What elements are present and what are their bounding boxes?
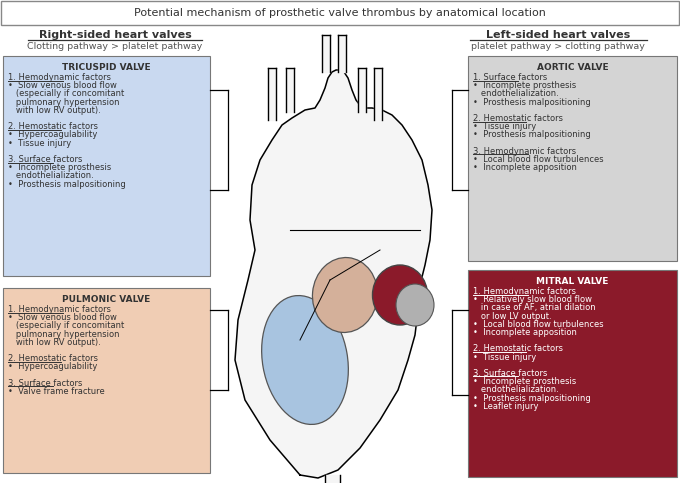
FancyBboxPatch shape <box>3 56 210 276</box>
Text: Right-sided heart valves: Right-sided heart valves <box>39 30 191 40</box>
Text: pulmonary hypertension: pulmonary hypertension <box>8 98 120 107</box>
Text: pulmonary hypertension: pulmonary hypertension <box>8 329 120 339</box>
Text: with low RV output).: with low RV output). <box>8 106 101 115</box>
Text: •  Hypercoagulability: • Hypercoagulability <box>8 362 97 371</box>
Text: endothelialization.: endothelialization. <box>473 89 559 99</box>
Text: AORTIC VALVE: AORTIC VALVE <box>537 63 609 72</box>
Text: Left-sided heart valves: Left-sided heart valves <box>486 30 630 40</box>
Text: TRICUSPID VALVE: TRICUSPID VALVE <box>62 63 151 72</box>
Text: •  Prosthesis malpositioning: • Prosthesis malpositioning <box>8 180 126 188</box>
Text: •  Hypercoagulability: • Hypercoagulability <box>8 130 97 140</box>
Text: Clotting pathway > platelet pathway: Clotting pathway > platelet pathway <box>27 42 203 51</box>
Text: 2. Hemostatic factors: 2. Hemostatic factors <box>8 354 98 363</box>
Text: •  Slow venous blood flow: • Slow venous blood flow <box>8 81 117 90</box>
FancyBboxPatch shape <box>3 288 210 473</box>
Text: •  Leaflet injury: • Leaflet injury <box>473 402 539 411</box>
Ellipse shape <box>262 296 348 425</box>
Polygon shape <box>235 70 432 478</box>
Text: 3. Surface factors: 3. Surface factors <box>8 155 82 164</box>
Text: 2. Hemostatic factors: 2. Hemostatic factors <box>473 114 563 123</box>
Text: •  Incomplete prosthesis: • Incomplete prosthesis <box>473 377 576 386</box>
Text: PULMONIC VALVE: PULMONIC VALVE <box>63 295 151 304</box>
Text: 3. Surface factors: 3. Surface factors <box>8 379 82 388</box>
FancyBboxPatch shape <box>1 1 679 25</box>
Polygon shape <box>338 35 346 72</box>
Text: •  Tissue injury: • Tissue injury <box>8 139 71 148</box>
Text: •  Relatively slow blood flow: • Relatively slow blood flow <box>473 295 592 304</box>
Polygon shape <box>358 68 366 112</box>
FancyBboxPatch shape <box>468 270 677 477</box>
Text: with low RV output).: with low RV output). <box>8 338 101 347</box>
Text: Potential mechanism of prosthetic valve thrombus by anatomical location: Potential mechanism of prosthetic valve … <box>134 8 546 18</box>
Polygon shape <box>286 68 294 112</box>
Text: 1. Hemodynamic factors: 1. Hemodynamic factors <box>473 287 576 296</box>
Text: •  Tissue injury: • Tissue injury <box>473 353 537 362</box>
Text: 3. Hemodynamic factors: 3. Hemodynamic factors <box>473 147 576 156</box>
Text: 2. Hemostatic factors: 2. Hemostatic factors <box>473 344 563 354</box>
Text: •  Prosthesis malpositioning: • Prosthesis malpositioning <box>473 394 591 403</box>
Polygon shape <box>325 475 340 483</box>
Text: 1. Hemodynamic factors: 1. Hemodynamic factors <box>8 73 111 82</box>
Text: •  Incomplete apposition: • Incomplete apposition <box>473 163 577 172</box>
Polygon shape <box>268 68 276 120</box>
Text: 3. Surface factors: 3. Surface factors <box>473 369 547 378</box>
Text: platelet pathway > clotting pathway: platelet pathway > clotting pathway <box>471 42 645 51</box>
Text: MITRAL VALVE: MITRAL VALVE <box>537 277 609 286</box>
Text: •  Local blood flow turbulences: • Local blood flow turbulences <box>473 320 604 329</box>
Text: endothelialization.: endothelialization. <box>473 385 559 395</box>
Ellipse shape <box>373 265 428 325</box>
FancyBboxPatch shape <box>468 56 677 261</box>
Text: •  Incomplete prosthesis: • Incomplete prosthesis <box>8 163 112 172</box>
Ellipse shape <box>396 284 434 326</box>
Text: 1. Hemodynamic factors: 1. Hemodynamic factors <box>8 305 111 314</box>
Text: 1. Surface factors: 1. Surface factors <box>473 73 547 82</box>
Text: •  Local blood flow turbulences: • Local blood flow turbulences <box>473 155 604 164</box>
Ellipse shape <box>312 257 377 332</box>
Text: •  Prosthesis malpositioning: • Prosthesis malpositioning <box>473 98 591 107</box>
Text: •  Incomplete prosthesis: • Incomplete prosthesis <box>473 81 576 90</box>
Text: (especially if concomitant: (especially if concomitant <box>8 89 124 99</box>
Text: •  Tissue injury: • Tissue injury <box>473 122 537 131</box>
Polygon shape <box>322 35 330 72</box>
Text: in case of AF, atrial dilation: in case of AF, atrial dilation <box>473 303 596 313</box>
Text: 2. Hemostatic factors: 2. Hemostatic factors <box>8 122 98 131</box>
Text: endothelialization.: endothelialization. <box>8 171 94 180</box>
Text: (especially if concomitant: (especially if concomitant <box>8 321 124 330</box>
Text: •  Incomplete apposition: • Incomplete apposition <box>473 328 577 337</box>
Text: •  Prosthesis malpositioning: • Prosthesis malpositioning <box>473 130 591 140</box>
FancyBboxPatch shape <box>228 30 448 475</box>
Polygon shape <box>374 68 382 120</box>
Text: •  Valve frame fracture: • Valve frame fracture <box>8 387 105 396</box>
Text: or low LV output.: or low LV output. <box>473 312 551 321</box>
Text: •  Slow venous blood flow: • Slow venous blood flow <box>8 313 117 322</box>
